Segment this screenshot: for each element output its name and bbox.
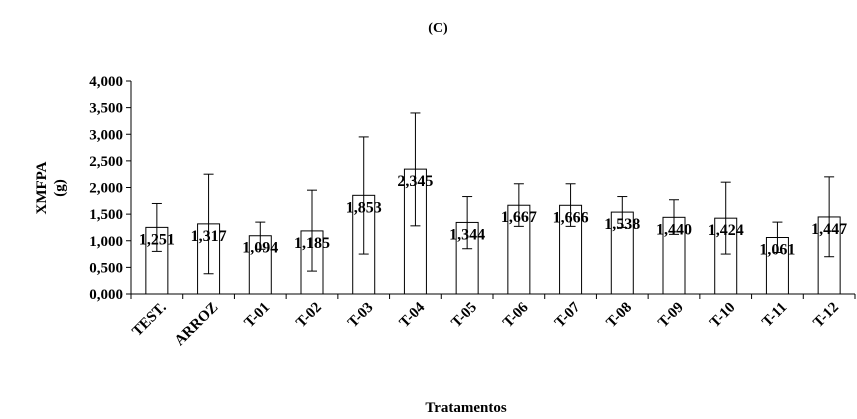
x-category-label: T-07 xyxy=(552,299,584,331)
y-tick-label: 1,000 xyxy=(89,234,123,250)
data-label: 1,538 xyxy=(604,216,640,233)
x-axis-label: Tratamentos xyxy=(425,400,507,416)
y-tick-label: 2,500 xyxy=(89,154,123,170)
y-axis-label-line1: XMFPA xyxy=(34,161,50,214)
x-category-label: T-10 xyxy=(707,300,739,332)
x-category-label: T-04 xyxy=(397,299,429,331)
y-axis-label-line2: (g) xyxy=(52,179,68,197)
data-label: 1,440 xyxy=(656,221,692,238)
x-category-label: ARROZ xyxy=(172,300,222,350)
y-tick-label: 0,500 xyxy=(89,260,123,276)
x-category-label: T-08 xyxy=(604,300,636,332)
data-label: 1,317 xyxy=(191,228,227,245)
y-tick-label: 1,500 xyxy=(89,207,123,223)
chart-title: (C) xyxy=(428,21,448,36)
data-label: 1,185 xyxy=(294,235,330,252)
data-label: 1,061 xyxy=(759,242,795,259)
data-label: 2,345 xyxy=(397,173,433,190)
data-label: 1,853 xyxy=(346,199,382,216)
x-category-label: T-01 xyxy=(242,300,274,332)
x-category-label: T-03 xyxy=(345,300,377,332)
x-category-label: T-11 xyxy=(759,300,790,331)
data-label: 1,666 xyxy=(553,209,589,226)
data-label: 1,094 xyxy=(242,240,278,257)
y-tick-label: 3,500 xyxy=(89,101,123,117)
x-category-label: TEST. xyxy=(129,299,169,339)
x-category-label: T-09 xyxy=(655,300,687,332)
x-category-label: T-12 xyxy=(810,300,842,332)
y-tick-label: 3,000 xyxy=(89,127,123,143)
y-tick-label: 2,000 xyxy=(89,181,123,197)
x-category-label: T-02 xyxy=(293,300,325,332)
data-label: 1,424 xyxy=(708,222,744,239)
y-tick-label: 4,000 xyxy=(89,74,123,90)
data-label: 1,251 xyxy=(139,231,175,248)
plot-area: 0,000 0,500 1,000 1,500 2,000 2,500 3,000 3,500… xyxy=(89,74,856,350)
x-category-label: T-06 xyxy=(500,299,532,331)
y-tick-label: 0,000 xyxy=(89,287,123,303)
x-category-label: T-05 xyxy=(448,300,480,332)
data-label: 1,667 xyxy=(501,209,537,226)
data-label: 1,344 xyxy=(449,226,485,243)
data-label: 1,447 xyxy=(811,221,847,238)
